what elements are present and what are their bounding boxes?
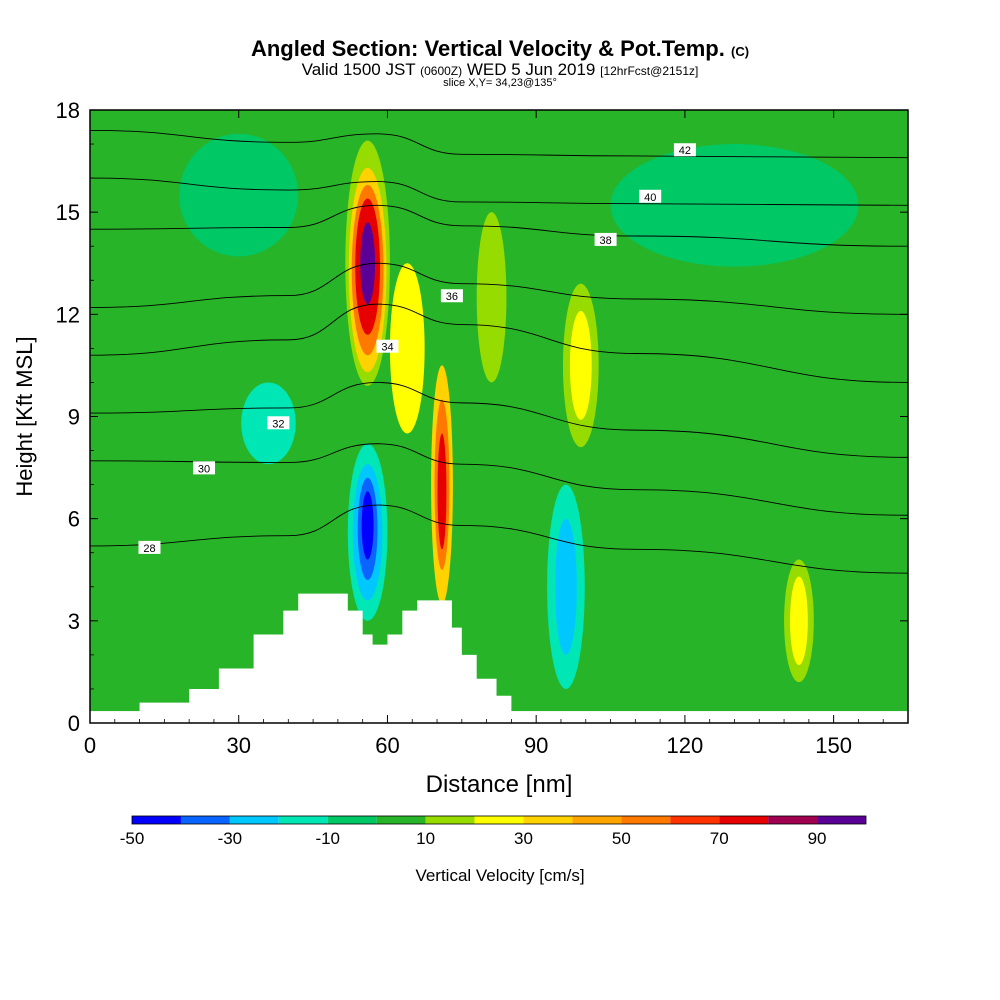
colorbar-frame [131,815,867,825]
isentrope-label: 30 [193,461,216,475]
colorbar-swatch [327,816,377,824]
subtitle-forecast: [12hrFcst@2151z] [600,64,699,78]
colorbar-swatch [474,816,524,824]
y-tick-label: 12 [56,302,80,327]
y-tick-label: 6 [68,507,80,532]
chart-title: Angled Section: Vertical Velocity & Pot.… [0,36,1000,62]
isentrope-label: 36 [440,289,463,303]
velocity-cell [555,518,577,655]
velocity-cell [610,144,859,267]
colorbar-swatch [425,816,475,824]
colorbar-swatch [572,816,622,824]
colorbar-tick-label: -10 [315,829,340,848]
colorbar-swatch [768,816,818,824]
isentrope-line [90,177,908,206]
surface-strip [90,711,908,723]
isentrope-label-text: 42 [679,145,691,157]
colorbar-swatch [817,816,866,824]
isentrope-label-text: 28 [143,543,155,555]
velocity-cell [569,310,592,420]
y-tick-label: 3 [68,609,80,634]
subtitle-valid: Valid 1500 JST [301,60,416,79]
subtitle-utc: (0600Z) [420,64,463,78]
colorbar-swatch [523,816,573,824]
isentrope-line [90,443,908,516]
colorbar-swatch [229,816,279,824]
chart-subtitle: Valid 1500 JST (0600Z) WED 5 Jun 2019 [1… [0,60,1000,80]
isentrope-label: 38 [594,232,617,247]
isentrope-line [90,303,908,383]
isentrope-label-text: 36 [446,291,458,303]
colorbar-tick-label: 30 [514,829,533,848]
subtitle-date: WED 5 Jun 2019 [466,60,596,79]
colorbar-label: Vertical Velocity [cm/s] [415,866,584,885]
isentrope-line [90,262,908,315]
isentrope-label-text: 34 [381,342,393,354]
colorbar-swatch [670,816,720,824]
y-tick-label: 15 [56,200,80,225]
x-tick-label: 30 [226,733,250,758]
colorbar-tick-label: 90 [808,829,827,848]
velocity-cell [437,433,447,550]
colorbar-swatch [621,816,671,824]
y-tick-label: 9 [68,405,80,430]
isentrope-line [90,381,908,458]
x-tick-label: 90 [524,733,548,758]
chart-title-text: Angled Section: Vertical Velocity & Pot.… [250,36,725,61]
isentrope-label: 34 [376,339,399,354]
isentrope-label: 32 [267,416,290,430]
velocity-cell [360,222,376,305]
colorbar-tick-label: -50 [120,829,145,848]
velocity-cell [361,491,374,560]
chart-title-tag: (C) [731,44,750,59]
y-axis-label: Height [Kft MSL] [12,336,37,496]
x-tick-label: 120 [667,733,704,758]
terrain-mask [139,593,527,723]
colorbar-tick-label: -30 [218,829,243,848]
isentrope-label-text: 30 [198,463,210,475]
x-tick-label: 0 [84,733,96,758]
x-tick-label: 60 [375,733,399,758]
colorbar-tick-label: 70 [710,829,729,848]
colorbar-swatch [180,816,230,824]
y-tick-label: 18 [56,98,80,123]
velocity-cell [476,212,507,383]
isentrope-label-text: 38 [599,235,611,247]
colorbar-swatch [132,816,181,824]
x-tick-label: 150 [815,733,852,758]
isentrope-line [90,129,908,159]
isentrope-label-text: 40 [644,192,656,204]
isentrope-label: 40 [639,189,662,204]
isentrope-line [90,504,908,574]
velocity-cell [790,576,808,666]
velocity-cell [179,133,299,257]
colorbar-tick-label: 10 [416,829,435,848]
x-axis-label: Distance [nm] [426,771,573,798]
isentrope-label-text: 32 [272,418,284,430]
isentrope-line [90,204,908,247]
isentrope-label: 42 [673,143,696,157]
colorbar-swatch [719,816,769,824]
y-tick-label: 0 [68,711,80,736]
colorbar-tick-label: 50 [612,829,631,848]
colorbar-swatch [376,816,426,824]
colorbar-swatch [278,816,328,824]
isentrope-label: 28 [138,540,161,555]
slice-label: slice X,Y= 34,23@135° [443,77,557,89]
